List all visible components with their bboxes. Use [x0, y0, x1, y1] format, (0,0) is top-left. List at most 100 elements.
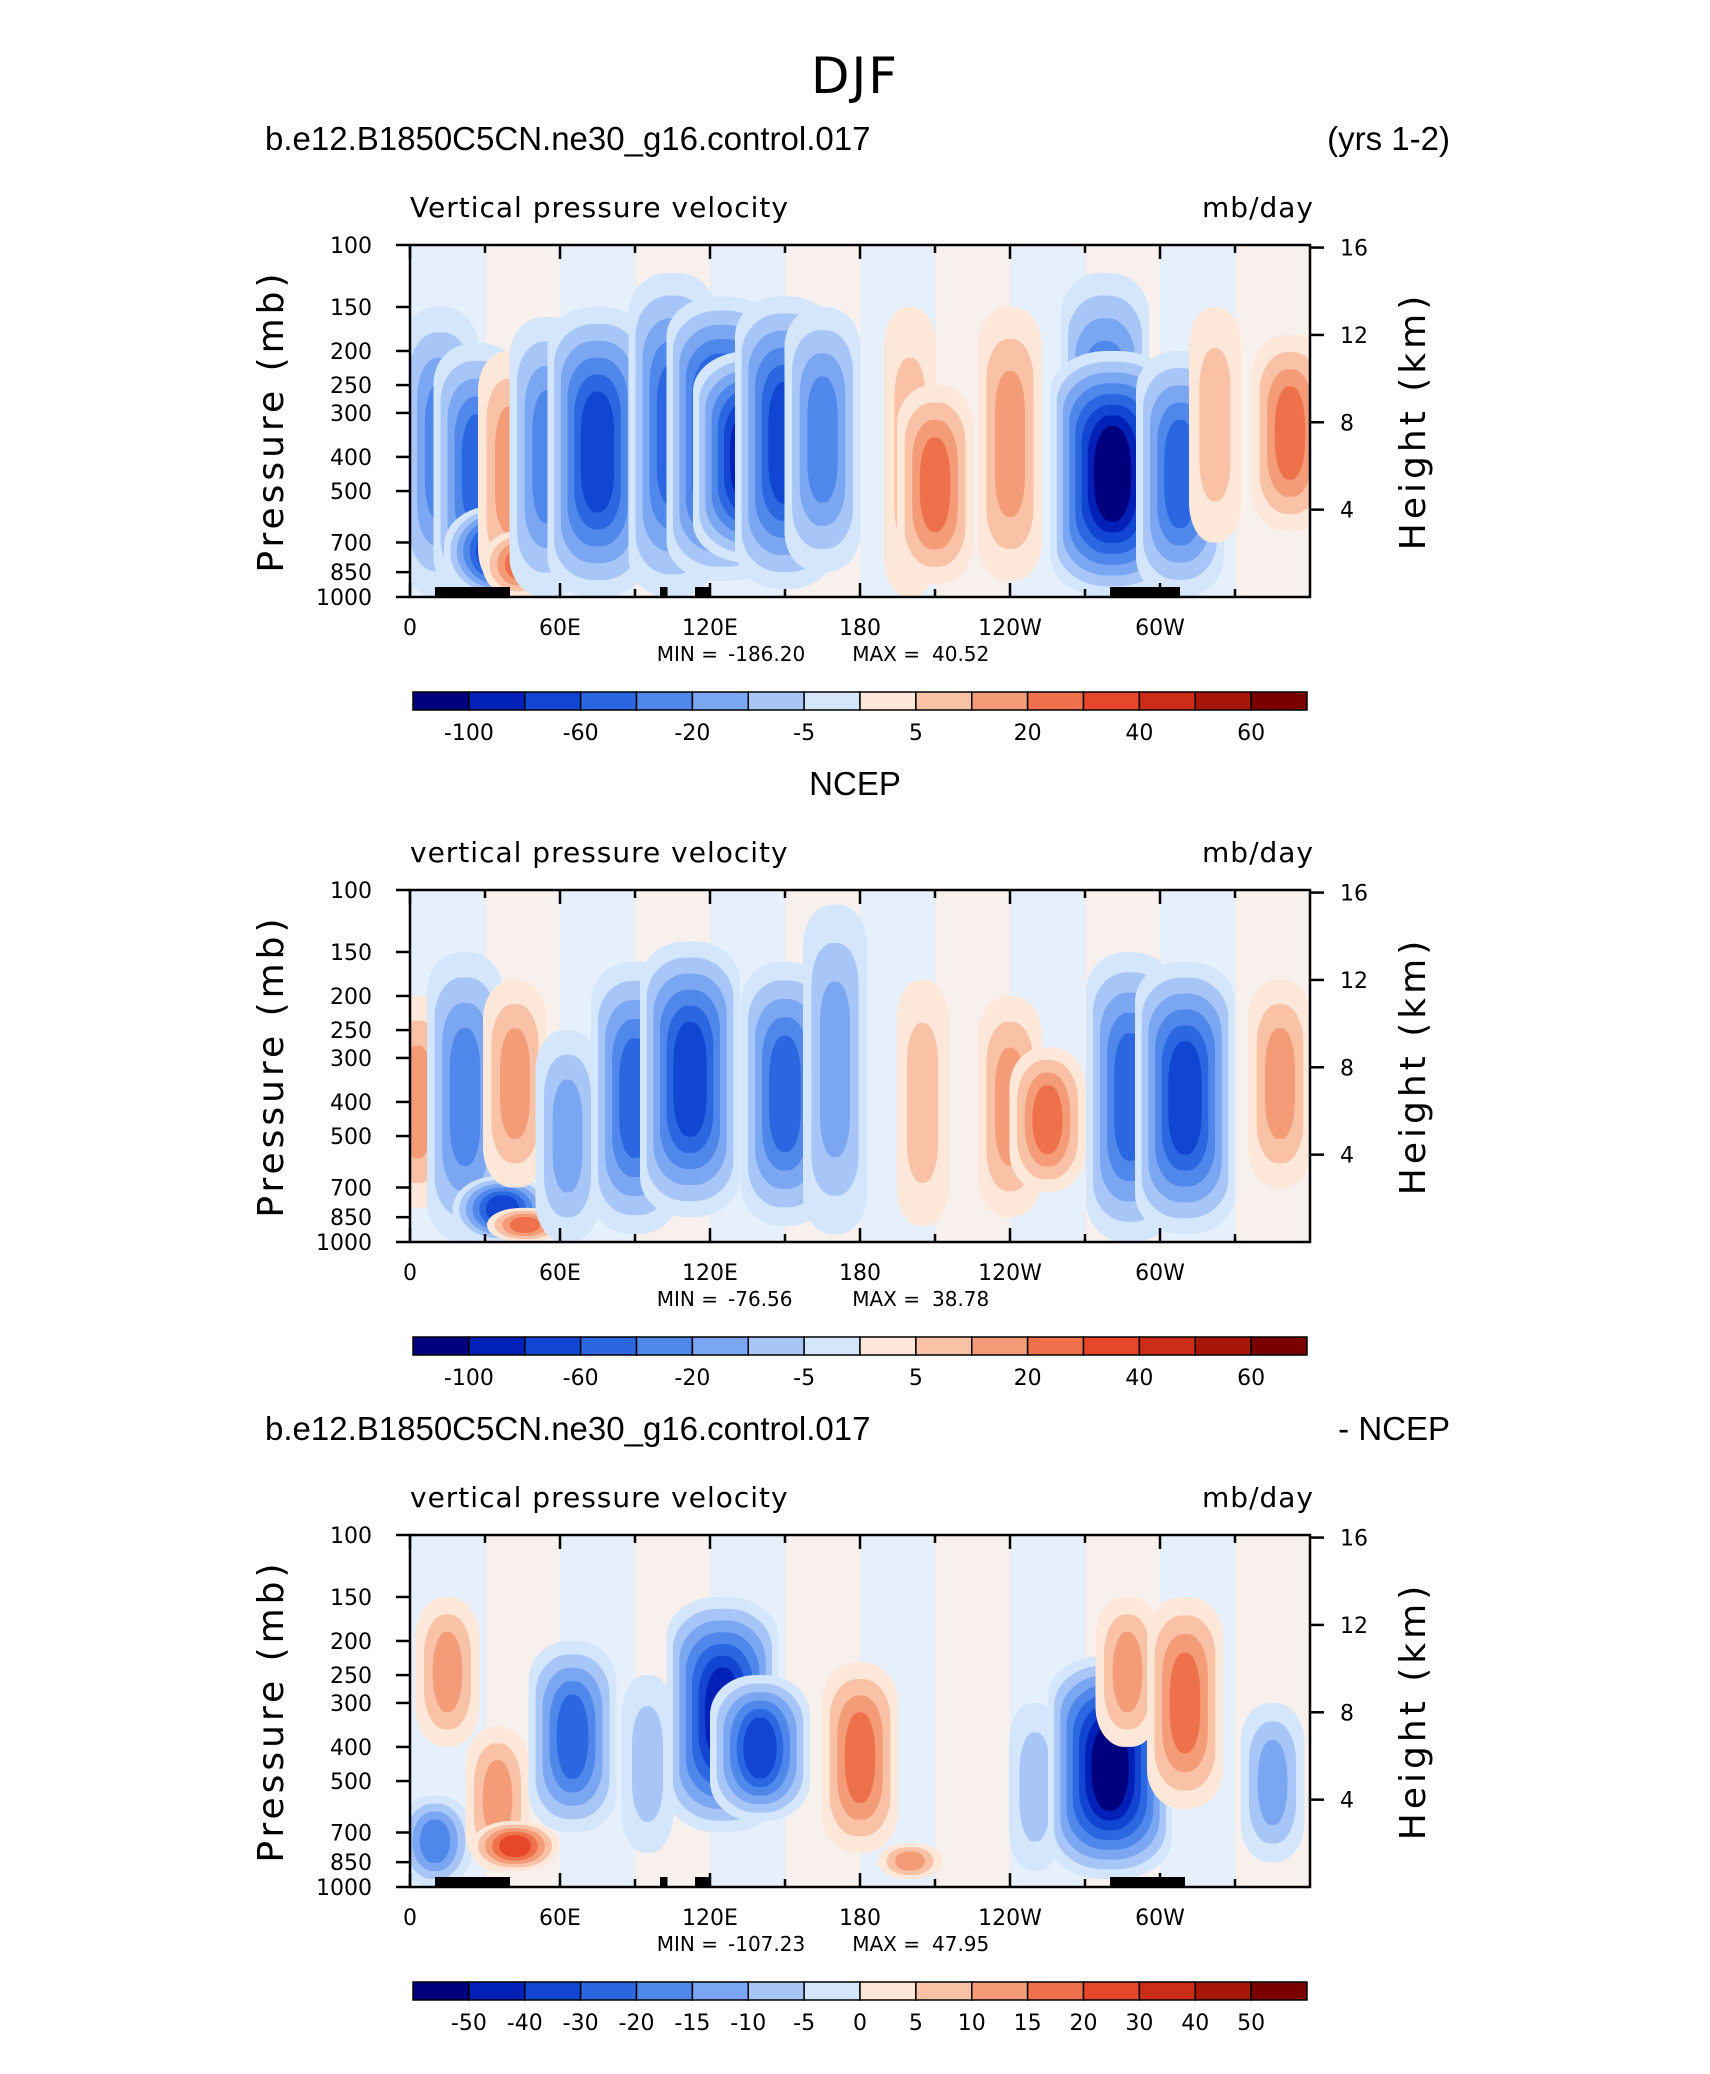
y-tick-label: 150 — [330, 296, 372, 321]
colorbar-box — [579, 1981, 638, 2001]
y-tick-label: 300 — [330, 1692, 372, 1717]
y-tick-label: 400 — [330, 1091, 372, 1116]
y-tick-label: 150 — [330, 1586, 372, 1611]
x-tick-label: 0 — [403, 616, 417, 641]
field-cell — [1199, 348, 1231, 502]
panel-model: b.e12.B1850C5CN.ne30_g16.control.017 (yrs… — [251, 120, 1450, 746]
y-tick-label: 300 — [330, 402, 372, 427]
colorbar-box — [859, 691, 917, 711]
field-cell — [1257, 1740, 1288, 1826]
right-tick-label: 8 — [1340, 411, 1354, 436]
field-cell — [906, 1022, 939, 1183]
max-value: 47.95 — [932, 1932, 989, 1956]
y-tick-label: 700 — [330, 531, 372, 556]
field-cell — [1265, 1028, 1295, 1140]
colorbar-box — [524, 1336, 582, 1356]
x-tick-label: 120E — [682, 1261, 738, 1286]
field-band — [935, 1535, 1011, 1887]
y-tick-label: 1000 — [316, 586, 372, 611]
field-cell — [919, 437, 951, 532]
colorbar-box — [579, 1336, 638, 1356]
field-cell — [552, 1079, 583, 1193]
field-cell — [1164, 419, 1196, 529]
colorbar-label: 50 — [1237, 2011, 1265, 2036]
colorbar-box — [691, 691, 749, 711]
colorbar-box — [1194, 691, 1252, 711]
y-tick-label: 100 — [330, 1524, 372, 1549]
min-value: -76.56 — [728, 1287, 792, 1311]
right-tick-label: 8 — [1340, 1701, 1354, 1726]
colorbar-box — [747, 1336, 805, 1356]
right-tick-label: 16 — [1340, 882, 1368, 907]
field-cell — [509, 1216, 541, 1234]
colorbar-label: -20 — [674, 1366, 710, 1391]
colorbar-box — [803, 1981, 861, 2001]
y-tick-label: 850 — [330, 561, 372, 586]
panel-units: mb/day — [1202, 836, 1314, 869]
right-tick-label: 4 — [1340, 1789, 1354, 1814]
colorbar-box — [1026, 691, 1085, 711]
colorbar-box — [1194, 1336, 1252, 1356]
colorbar-box — [971, 1336, 1029, 1356]
colorbar-label: 0 — [853, 2011, 867, 2036]
colorbar-box — [1026, 1981, 1085, 2001]
field-cell — [673, 1021, 707, 1137]
y-axis-label: Pressure (mb) — [251, 914, 292, 1217]
panel-ncep: NCEP vertical pressure velocity mb/day 0 60E… — [251, 765, 1434, 1391]
colorbar-box — [1194, 1981, 1252, 2001]
min-value: -107.23 — [728, 1932, 805, 1956]
y-tick-label: 500 — [330, 1770, 372, 1795]
field-cell — [1274, 386, 1306, 480]
y-tick-label: 150 — [330, 941, 372, 966]
x-tick-label: 60E — [539, 1906, 581, 1931]
field-cell — [743, 1717, 777, 1779]
x-tick-label: 60E — [539, 1261, 581, 1286]
y-tick-label: 850 — [330, 1206, 372, 1231]
y-tick-label: 500 — [330, 1125, 372, 1150]
colorbar-label: -5 — [793, 2011, 815, 2036]
field-cell — [432, 1631, 463, 1712]
right-tick-label: 4 — [1340, 1144, 1354, 1169]
x-tick-label: 0 — [403, 1906, 417, 1931]
min-label: MIN = — [657, 642, 718, 666]
colorbar-label: 40 — [1181, 2011, 1209, 2036]
field-cell — [844, 1712, 876, 1803]
colorbar-box — [859, 1336, 917, 1356]
colorbar-box — [412, 691, 470, 711]
panel-left-title: b.e12.B1850C5CN.ne30_g16.control.017 — [265, 120, 870, 157]
field-cell — [419, 1819, 451, 1864]
colorbar-label: 10 — [958, 2011, 986, 2036]
y-tick-label: 250 — [330, 1019, 372, 1044]
colorbar-label: 20 — [1070, 2011, 1098, 2036]
colorbar-box — [468, 691, 526, 711]
field-cell — [807, 376, 838, 503]
y-tick-label: 300 — [330, 1047, 372, 1072]
y-tick-label: 700 — [330, 1821, 372, 1846]
y-tick-label: 200 — [330, 340, 372, 365]
x-tick-label: 180 — [839, 1906, 881, 1931]
panel-subtitle: vertical pressure velocity — [410, 1481, 789, 1514]
x-tick-label: 60W — [1135, 1261, 1185, 1286]
contour-field — [410, 890, 1310, 1242]
right-tick-label: 8 — [1340, 1056, 1354, 1081]
colorbar-label: -100 — [444, 1366, 494, 1391]
field-cell — [1169, 1652, 1201, 1754]
colorbar-label: -20 — [674, 721, 710, 746]
y-tick-label: 250 — [330, 374, 372, 399]
right-tick-label: 12 — [1340, 324, 1368, 349]
colorbar-label: -20 — [619, 2011, 655, 2036]
colorbar-box — [635, 1336, 694, 1356]
colorbar-label: 5 — [909, 2011, 923, 2036]
x-tick-label: 180 — [839, 1261, 881, 1286]
y-tick-label: 200 — [330, 985, 372, 1010]
panel-units: mb/day — [1202, 191, 1314, 224]
colorbar-box — [1138, 1336, 1196, 1356]
colorbar-box — [635, 691, 694, 711]
colorbar-box — [915, 1336, 973, 1356]
colorbar-box — [412, 1336, 470, 1356]
y-tick-label: 400 — [330, 446, 372, 471]
x-tick-label: 120W — [978, 616, 1042, 641]
colorbar-box — [691, 1336, 749, 1356]
max-value: 40.52 — [932, 642, 989, 666]
field-cell — [1168, 1041, 1202, 1155]
